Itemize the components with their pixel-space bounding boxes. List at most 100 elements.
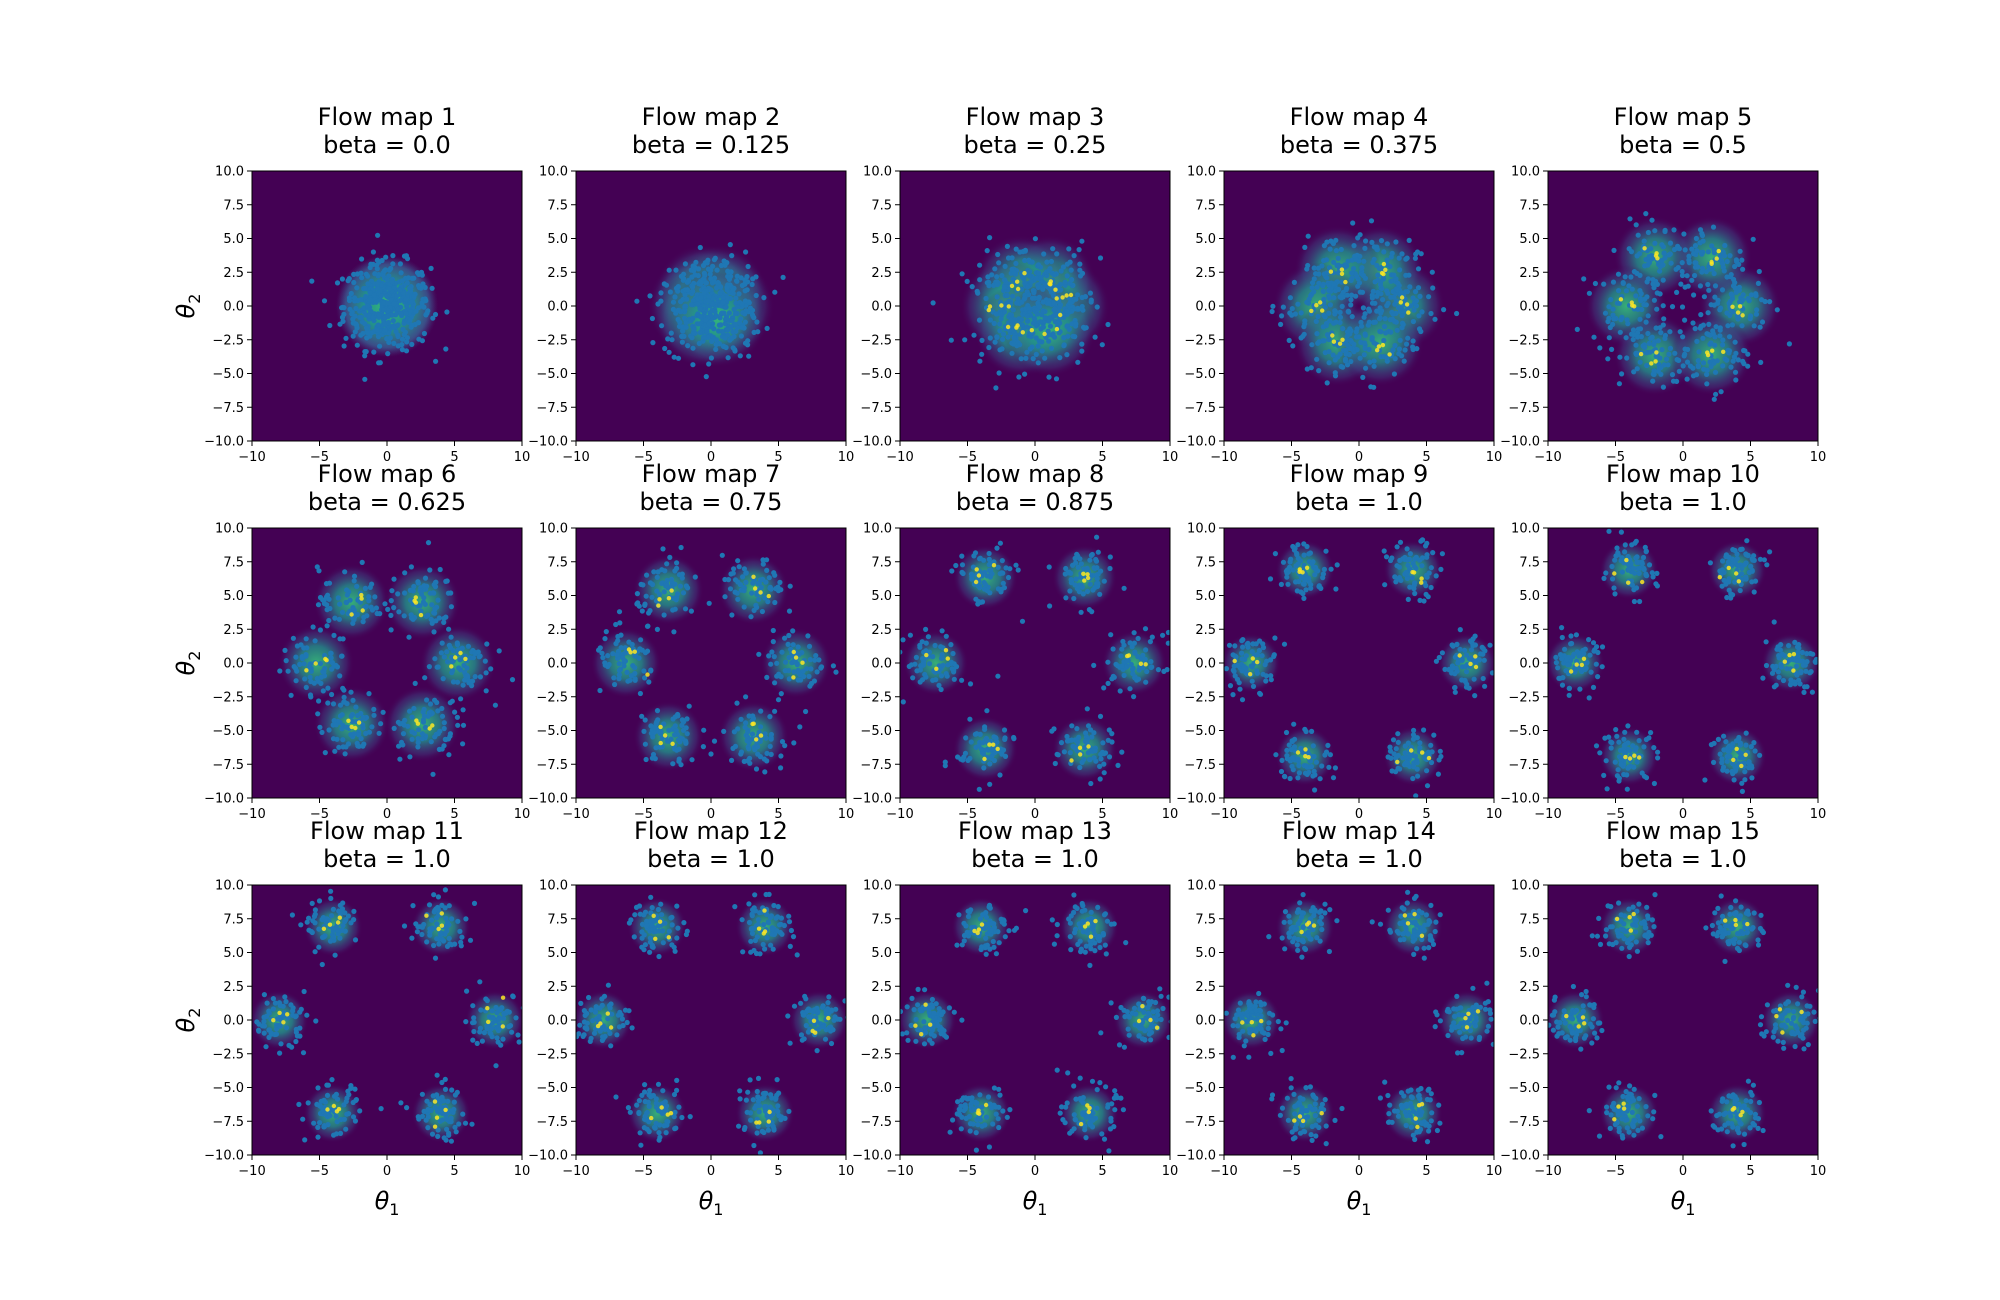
sample-point xyxy=(1612,557,1618,563)
sample-point xyxy=(1278,581,1284,588)
sample-point xyxy=(1314,284,1320,290)
sample-point xyxy=(1721,764,1727,770)
sample-point xyxy=(1405,335,1411,341)
sample-point xyxy=(1320,288,1326,294)
sample-point xyxy=(1269,308,1275,315)
sample-point xyxy=(1381,337,1387,344)
sample-point xyxy=(969,284,975,290)
sample-point xyxy=(1395,739,1401,746)
sample-point xyxy=(1314,356,1320,362)
sample-point xyxy=(402,570,408,576)
sample-point xyxy=(435,894,441,900)
density-peak xyxy=(628,650,633,655)
y-tick-label: −5.0 xyxy=(1184,367,1216,382)
sample-point xyxy=(994,294,1000,300)
sample-point xyxy=(433,358,439,364)
sample-point xyxy=(1658,364,1664,371)
sample-point xyxy=(672,723,678,729)
sample-point xyxy=(661,281,667,287)
sample-point xyxy=(1064,352,1070,358)
sample-point xyxy=(449,942,455,948)
density-peak xyxy=(1637,755,1642,760)
sample-point xyxy=(1650,378,1656,384)
sample-point xyxy=(770,639,776,645)
density-peak xyxy=(1721,349,1726,354)
sample-point xyxy=(498,1042,504,1048)
panel-9: −10 −5 0 5 1010.07.55.02.50.0−2.5−5.0−7.5−10… xyxy=(1176,460,1502,822)
sample-point xyxy=(1375,289,1381,295)
sample-point xyxy=(1759,319,1766,325)
sample-point xyxy=(388,598,394,604)
sample-point xyxy=(342,569,348,575)
sample-point xyxy=(794,662,800,668)
sample-point xyxy=(760,576,766,583)
x-tick-label: 0 xyxy=(1031,807,1039,822)
sample-point xyxy=(900,649,903,655)
sample-point xyxy=(740,574,746,580)
density-peak xyxy=(754,737,759,742)
x-tick-label: −5 xyxy=(634,807,653,822)
sample-point xyxy=(301,645,307,651)
sample-point xyxy=(1077,556,1083,562)
sample-point xyxy=(424,939,430,945)
sample-point xyxy=(414,929,420,935)
sample-point xyxy=(1573,632,1579,638)
sample-point xyxy=(997,311,1004,317)
density-peak xyxy=(1339,267,1345,272)
density-peak xyxy=(1627,756,1633,761)
sample-point xyxy=(351,573,358,579)
sample-point xyxy=(323,594,330,600)
sample-point xyxy=(1038,274,1044,280)
sample-point xyxy=(1024,349,1030,355)
sample-point xyxy=(346,276,352,282)
sample-point xyxy=(729,757,735,764)
sample-point xyxy=(1309,728,1315,735)
sample-point xyxy=(1369,300,1376,306)
sample-point xyxy=(1611,585,1617,591)
sample-point xyxy=(678,544,684,551)
sample-point xyxy=(642,741,649,747)
x-tick-label: 10 xyxy=(514,450,531,465)
sample-point xyxy=(348,290,354,297)
sample-point xyxy=(403,348,410,354)
sample-point xyxy=(1680,334,1686,340)
sample-point xyxy=(643,756,649,763)
sample-point xyxy=(1457,627,1463,633)
sample-point xyxy=(443,346,449,352)
sample-point xyxy=(1450,665,1456,671)
sample-point xyxy=(999,273,1005,279)
sample-point xyxy=(777,579,783,586)
sample-point xyxy=(341,694,347,700)
sample-point xyxy=(404,335,410,341)
sample-point xyxy=(1739,788,1745,795)
sample-point xyxy=(1757,556,1763,562)
sample-point xyxy=(689,284,696,290)
sample-point xyxy=(322,652,328,658)
sample-point xyxy=(1631,332,1637,338)
sample-point xyxy=(1698,312,1704,318)
sample-point xyxy=(342,751,348,757)
sample-point xyxy=(434,664,440,670)
sample-point xyxy=(419,736,425,742)
density-peak xyxy=(1468,661,1473,667)
sample-point xyxy=(447,700,453,706)
x-tick-label: −5 xyxy=(1282,807,1301,822)
sample-point xyxy=(1035,343,1041,349)
sample-point xyxy=(1411,586,1417,592)
sample-point xyxy=(350,605,356,611)
sample-point xyxy=(762,731,768,737)
sample-point xyxy=(1704,381,1710,387)
sample-point xyxy=(371,712,377,718)
sample-point xyxy=(1312,787,1318,793)
sample-point xyxy=(364,335,370,341)
sample-point xyxy=(1135,676,1142,682)
sample-point xyxy=(1629,286,1635,292)
sample-point xyxy=(1390,737,1397,743)
panel-2: −10 −5 0 5 1010.07.55.02.50.0−2.5−5.0−7.5−10… xyxy=(528,103,854,465)
y-tick-label: 5.0 xyxy=(1195,589,1216,604)
sample-point xyxy=(1130,665,1136,672)
sample-point xyxy=(450,679,457,685)
sample-point xyxy=(1303,728,1309,735)
sample-point xyxy=(1371,244,1377,250)
sample-point xyxy=(675,355,682,361)
